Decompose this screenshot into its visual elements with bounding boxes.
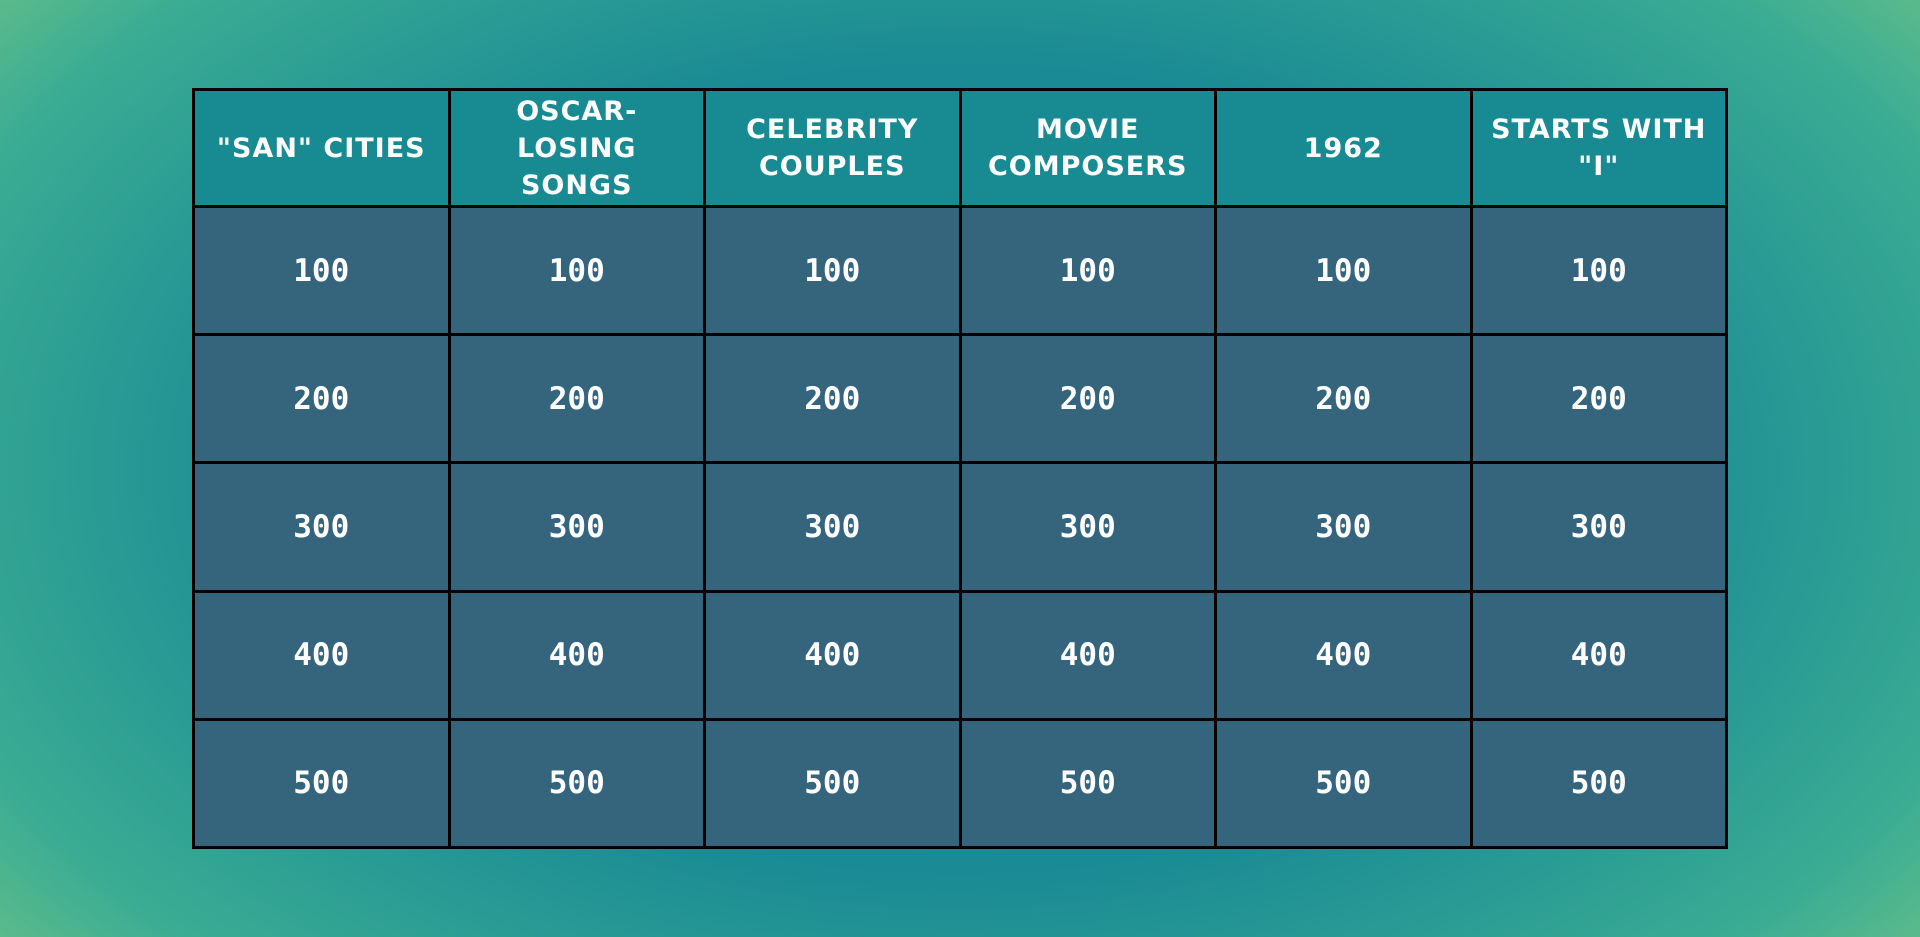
clue-cell[interactable]: 500 [192,717,451,850]
clue-cell[interactable]: 100 [703,204,962,337]
clue-cell[interactable]: 500 [447,717,706,850]
clue-cell[interactable]: 300 [958,461,1217,593]
clue-cell[interactable]: 300 [703,461,962,593]
clue-cell[interactable]: 100 [447,204,706,337]
clue-cell[interactable]: 200 [192,333,451,465]
category-header: STARTS WITH "I" [1469,88,1728,208]
game-board: "SAN" CITIES OSCAR-LOSING SONGS CELEBRITY … [192,88,1728,850]
value-row: 300 300 300 300 300 300 [192,461,1728,593]
value-row: 400 400 400 400 400 400 [192,589,1728,721]
value-row: 200 200 200 200 200 200 [192,333,1728,465]
clue-cell[interactable]: 400 [703,589,962,721]
clue-cell[interactable]: 100 [1469,204,1728,337]
clue-cell[interactable]: 500 [1469,717,1728,850]
clue-cell[interactable]: 300 [1214,461,1473,593]
clue-cell[interactable]: 200 [447,333,706,465]
value-row: 100 100 100 100 100 100 [192,204,1728,337]
category-header: OSCAR-LOSING SONGS [447,88,706,208]
category-header: "SAN" CITIES [192,88,451,208]
category-header: 1962 [1214,88,1473,208]
category-header: MOVIE COMPOSERS [958,88,1217,208]
value-row: 500 500 500 500 500 500 [192,717,1728,850]
clue-cell[interactable]: 200 [1214,333,1473,465]
clue-cell[interactable]: 200 [958,333,1217,465]
clue-cell[interactable]: 500 [1214,717,1473,850]
category-header: CELEBRITY COUPLES [703,88,962,208]
category-row: "SAN" CITIES OSCAR-LOSING SONGS CELEBRITY … [192,88,1728,208]
clue-cell[interactable]: 500 [958,717,1217,850]
clue-cell[interactable]: 500 [703,717,962,850]
clue-cell[interactable]: 400 [192,589,451,721]
clue-cell[interactable]: 200 [703,333,962,465]
clue-cell[interactable]: 300 [447,461,706,593]
clue-cell[interactable]: 300 [1469,461,1728,593]
clue-cell[interactable]: 100 [192,204,451,337]
clue-cell[interactable]: 300 [192,461,451,593]
clue-cell[interactable]: 200 [1469,333,1728,465]
clue-cell[interactable]: 100 [958,204,1217,337]
board-body: 100 100 100 100 100 100 200 200 200 200 200 200 300 3… [192,204,1728,850]
clue-cell[interactable]: 400 [958,589,1217,721]
clue-cell[interactable]: 100 [1214,204,1473,337]
clue-cell[interactable]: 400 [1214,589,1473,721]
clue-cell[interactable]: 400 [1469,589,1728,721]
clue-cell[interactable]: 400 [447,589,706,721]
